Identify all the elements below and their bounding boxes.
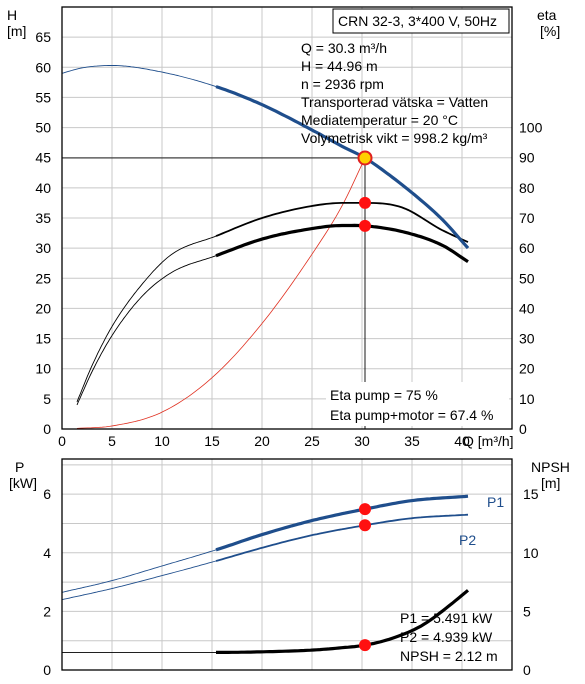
head-tick-label: 65 (35, 29, 51, 45)
info-line-liquid: Transporterad vätska = Vatten (301, 94, 488, 110)
flow-tick-label: 15 (204, 433, 220, 449)
head-tick-label: 10 (35, 361, 51, 377)
p2-curve-line (215, 513, 469, 562)
eta-tick-label: 60 (519, 240, 535, 256)
flow-tick-label: 30 (354, 433, 370, 449)
head-tick-label: 5 (43, 391, 51, 407)
power-tick-label: 6 (43, 486, 51, 502)
head-curve-line-thin (61, 65, 217, 88)
power-axis-ticks: 0 2 4 6 (43, 486, 51, 678)
eta-pump-marker (359, 196, 371, 209)
flow-tick-label: 35 (404, 433, 420, 449)
eta-tick-label: 100 (519, 120, 543, 136)
operating-point-marker (357, 150, 373, 166)
head-axis-unit: [m] (7, 23, 26, 39)
npsh-tick-label: 0 (523, 662, 531, 678)
operating-info-box: Q = 30.3 m³/h H = 44.96 m n = 2936 rpm T… (301, 40, 488, 146)
p2-info: P2 = 4.939 kW (400, 629, 493, 645)
head-tick-label: 20 (35, 300, 51, 316)
bottom-grid (62, 459, 512, 670)
p1-series-label: P1 (487, 494, 504, 510)
info-line-temperature: Mediatemperatur = 20 °C (301, 112, 458, 128)
npsh-axis-unit: [m] (541, 475, 560, 491)
npsh-tick-label: 15 (523, 486, 539, 502)
head-tick-label: 45 (35, 150, 51, 166)
info-line-speed: n = 2936 rpm (301, 76, 384, 92)
npsh-info: NPSH = 2.12 m (400, 648, 498, 664)
eta-tick-label: 90 (519, 150, 535, 166)
power-tick-label: 0 (43, 662, 51, 678)
head-tick-label: 35 (35, 210, 51, 226)
bottom-series-group (61, 494, 470, 654)
power-npsh-panel: 0 2 4 6 0 5 10 15 P [kW] NPSH [m] P1 P2 P1 = 5… (9, 458, 570, 678)
eta-axis-ticks: 0 10 20 30 40 50 60 70 80 90 100 (519, 120, 543, 437)
info-line-flow: Q = 30.3 m³/h (301, 40, 387, 56)
head-axis-ticks: 0 5 10 15 20 25 30 35 40 45 50 55 60 65 (35, 29, 51, 437)
power-axis-label: P (15, 459, 24, 475)
chart-title: CRN 32-3, 3*400 V, 50Hz (338, 13, 497, 29)
p1-marker (359, 503, 371, 516)
npsh-marker (359, 639, 371, 652)
system-curve-line (76, 157, 366, 429)
head-tick-label: 15 (35, 331, 51, 347)
eta-tick-label: 80 (519, 180, 535, 196)
flow-tick-label: 20 (254, 433, 270, 449)
npsh-curve-line (216, 589, 470, 654)
eta-pump-motor-line-thin (76, 255, 217, 406)
eta-axis-unit: [%] (540, 23, 560, 39)
eta-pump-line-thin (76, 235, 217, 403)
p2-marker (359, 519, 371, 532)
eta-pump-motor-marker (359, 219, 371, 232)
flow-tick-label: 5 (108, 433, 116, 449)
eta-pump-line (215, 202, 469, 243)
head-tick-label: 25 (35, 270, 51, 286)
p1-curve-line (215, 494, 469, 552)
p1-curve-line-thin (61, 549, 217, 593)
head-tick-label: 0 (43, 421, 51, 437)
flow-axis-label: Q [m³/h] (463, 433, 514, 449)
flow-tick-label: 40 (454, 433, 470, 449)
eta-axis-label: eta (537, 7, 557, 23)
flow-tick-label: 10 (154, 433, 170, 449)
eta-tick-label: 40 (519, 300, 535, 316)
eta-tick-label: 10 (519, 391, 535, 407)
power-tick-label: 4 (43, 545, 51, 561)
eta-tick-label: 70 (519, 210, 535, 226)
head-curve-line (215, 85, 470, 250)
npsh-axis-ticks: 0 5 10 15 (523, 486, 539, 678)
flow-tick-label: 25 (304, 433, 320, 449)
npsh-axis-label: NPSH (531, 459, 570, 475)
flow-tick-label: 0 (58, 433, 66, 449)
npsh-tick-label: 5 (523, 603, 531, 619)
eta-tick-label: 0 (519, 421, 527, 437)
head-axis-label: H (7, 7, 17, 23)
eta-pump-motor-info: Eta pump+motor = 67.4 % (330, 407, 493, 423)
p2-curve-line-thin (61, 560, 217, 601)
eta-tick-label: 50 (519, 270, 535, 286)
eta-pump-info: Eta pump = 75 % (330, 387, 438, 403)
info-line-density: Volymetrisk vikt = 998.2 kg/m³ (301, 130, 488, 146)
head-tick-label: 60 (35, 59, 51, 75)
power-axis-unit: [kW] (9, 475, 37, 491)
p1-info: P1 = 5.491 kW (400, 610, 493, 626)
power-tick-label: 2 (43, 603, 51, 619)
eta-tick-label: 30 (519, 331, 535, 347)
head-tick-label: 55 (35, 89, 51, 105)
eta-pump-motor-line (215, 223, 469, 264)
head-tick-label: 40 (35, 180, 51, 196)
head-tick-label: 50 (35, 120, 51, 136)
npsh-tick-label: 10 (523, 545, 539, 561)
head-tick-label: 30 (35, 240, 51, 256)
p2-series-label: P2 (459, 532, 476, 548)
flow-axis-ticks: 0 5 10 15 20 25 30 35 40 (58, 433, 470, 449)
top-series-group (61, 65, 470, 429)
info-line-head: H = 44.96 m (301, 58, 378, 74)
eta-tick-label: 20 (519, 361, 535, 377)
